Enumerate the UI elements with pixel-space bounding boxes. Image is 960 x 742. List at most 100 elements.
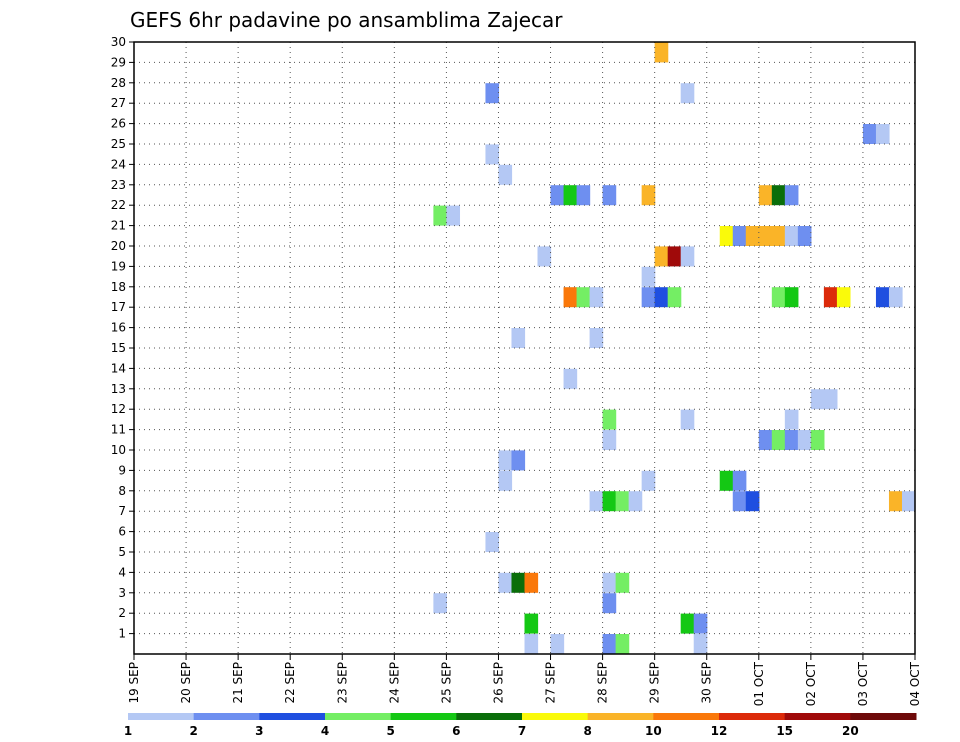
precip-cell bbox=[823, 287, 838, 308]
y-tick-label: 22 bbox=[111, 198, 126, 212]
y-tick-label: 6 bbox=[118, 525, 126, 539]
precip-cell bbox=[732, 226, 747, 246]
x-tick-label: 21 SEP bbox=[231, 662, 245, 704]
y-tick-label: 21 bbox=[111, 219, 126, 233]
precip-cell bbox=[589, 491, 604, 512]
precip-cell bbox=[576, 287, 591, 308]
precip-cell bbox=[485, 532, 500, 552]
x-tick-label: 19 SEP bbox=[127, 662, 141, 704]
precip-cell bbox=[758, 226, 773, 246]
precip-cell bbox=[823, 389, 838, 410]
x-tick-label: 22 SEP bbox=[283, 662, 297, 704]
precip-cell bbox=[771, 185, 786, 206]
precip-cell bbox=[485, 144, 500, 165]
precip-cell bbox=[498, 164, 513, 185]
y-tick-label: 9 bbox=[118, 463, 126, 477]
precip-cell bbox=[615, 634, 630, 654]
precip-cell bbox=[797, 226, 812, 246]
y-tick-label: 2 bbox=[118, 606, 126, 620]
y-tick-label: 19 bbox=[111, 259, 126, 273]
y-tick-label: 16 bbox=[111, 321, 126, 335]
data-cells bbox=[433, 42, 916, 654]
precip-cell bbox=[745, 226, 760, 246]
colorbar-swatch bbox=[719, 713, 786, 720]
precip-cell bbox=[862, 124, 877, 144]
y-tick-label: 29 bbox=[111, 55, 126, 69]
y-tick-label: 11 bbox=[111, 423, 126, 437]
colorbar-swatch bbox=[850, 713, 917, 720]
precip-cell bbox=[446, 205, 461, 226]
precip-cell bbox=[680, 409, 695, 430]
precip-cell bbox=[563, 368, 578, 389]
precip-cell bbox=[888, 287, 903, 308]
colorbar-label: 7 bbox=[518, 724, 526, 738]
colorbar: 1 2 3 4 5 6 7 8 10 12 15 20 bbox=[124, 713, 917, 738]
precip-cell bbox=[654, 246, 669, 267]
x-tick-label: 23 SEP bbox=[335, 662, 349, 704]
y-tick-label: 5 bbox=[118, 545, 126, 559]
chart-title: GEFS 6hr padavine po ansamblima Zajecar bbox=[130, 8, 563, 32]
precip-cell bbox=[602, 409, 617, 430]
precip-cell bbox=[758, 430, 773, 450]
colorbar-swatch bbox=[587, 713, 654, 720]
x-tick-label: 27 SEP bbox=[544, 662, 558, 704]
precip-cell bbox=[433, 205, 447, 226]
y-tick-label: 17 bbox=[111, 300, 126, 314]
precip-cell bbox=[888, 491, 903, 512]
precip-cell bbox=[615, 572, 630, 593]
precip-cell bbox=[836, 287, 851, 308]
colorbar-swatch bbox=[390, 713, 457, 720]
precip-cell bbox=[680, 246, 695, 267]
precip-cell bbox=[732, 491, 747, 512]
precip-cell bbox=[550, 185, 565, 206]
precip-cell bbox=[797, 430, 812, 450]
precip-cell bbox=[693, 634, 708, 654]
precip-cell bbox=[641, 185, 656, 206]
precip-cell bbox=[784, 287, 799, 308]
precip-cell bbox=[875, 287, 890, 308]
precip-cell bbox=[485, 83, 500, 104]
precip-cell bbox=[680, 613, 695, 634]
precip-cell bbox=[771, 226, 786, 246]
colorbar-label: 4 bbox=[321, 724, 329, 738]
y-axis: 1234567891011121314151617181920212223242… bbox=[111, 35, 134, 641]
precip-cell bbox=[784, 185, 799, 206]
precip-cell bbox=[498, 450, 513, 471]
precip-cell bbox=[810, 430, 825, 450]
precip-cell bbox=[901, 491, 916, 512]
x-tick-label: 28 SEP bbox=[596, 662, 610, 704]
precip-cell bbox=[667, 246, 682, 267]
precip-cell bbox=[498, 572, 513, 593]
y-tick-label: 12 bbox=[111, 402, 126, 416]
colorbar-swatch bbox=[128, 713, 195, 720]
precip-cell bbox=[589, 328, 604, 348]
colorbar-label: 2 bbox=[189, 724, 197, 738]
precip-cell bbox=[667, 287, 682, 308]
colorbar-swatch bbox=[325, 713, 392, 720]
colorbar-label: 15 bbox=[776, 724, 793, 738]
precip-cell bbox=[810, 389, 825, 410]
colorbar-swatch bbox=[193, 713, 260, 720]
precip-cell bbox=[875, 124, 890, 144]
y-tick-label: 20 bbox=[111, 239, 126, 253]
precip-cell bbox=[602, 634, 617, 654]
precip-cell bbox=[563, 287, 578, 308]
precip-cell bbox=[602, 430, 617, 450]
y-tick-label: 26 bbox=[111, 117, 126, 131]
precip-cell bbox=[602, 572, 617, 593]
precip-cell bbox=[524, 634, 539, 654]
colorbar-label: 3 bbox=[255, 724, 263, 738]
precip-cell bbox=[771, 287, 786, 308]
precip-cell bbox=[654, 42, 669, 63]
x-tick-label: 02 OCT bbox=[804, 661, 818, 706]
precip-cell bbox=[511, 450, 526, 471]
x-tick-label: 04 OCT bbox=[908, 661, 922, 706]
colorbar-label: 8 bbox=[583, 724, 591, 738]
precip-cell bbox=[511, 328, 526, 348]
y-tick-label: 15 bbox=[111, 341, 126, 355]
precip-cell bbox=[654, 287, 669, 308]
y-tick-label: 30 bbox=[111, 35, 126, 49]
precip-cell bbox=[511, 572, 526, 593]
y-tick-label: 7 bbox=[118, 504, 126, 518]
